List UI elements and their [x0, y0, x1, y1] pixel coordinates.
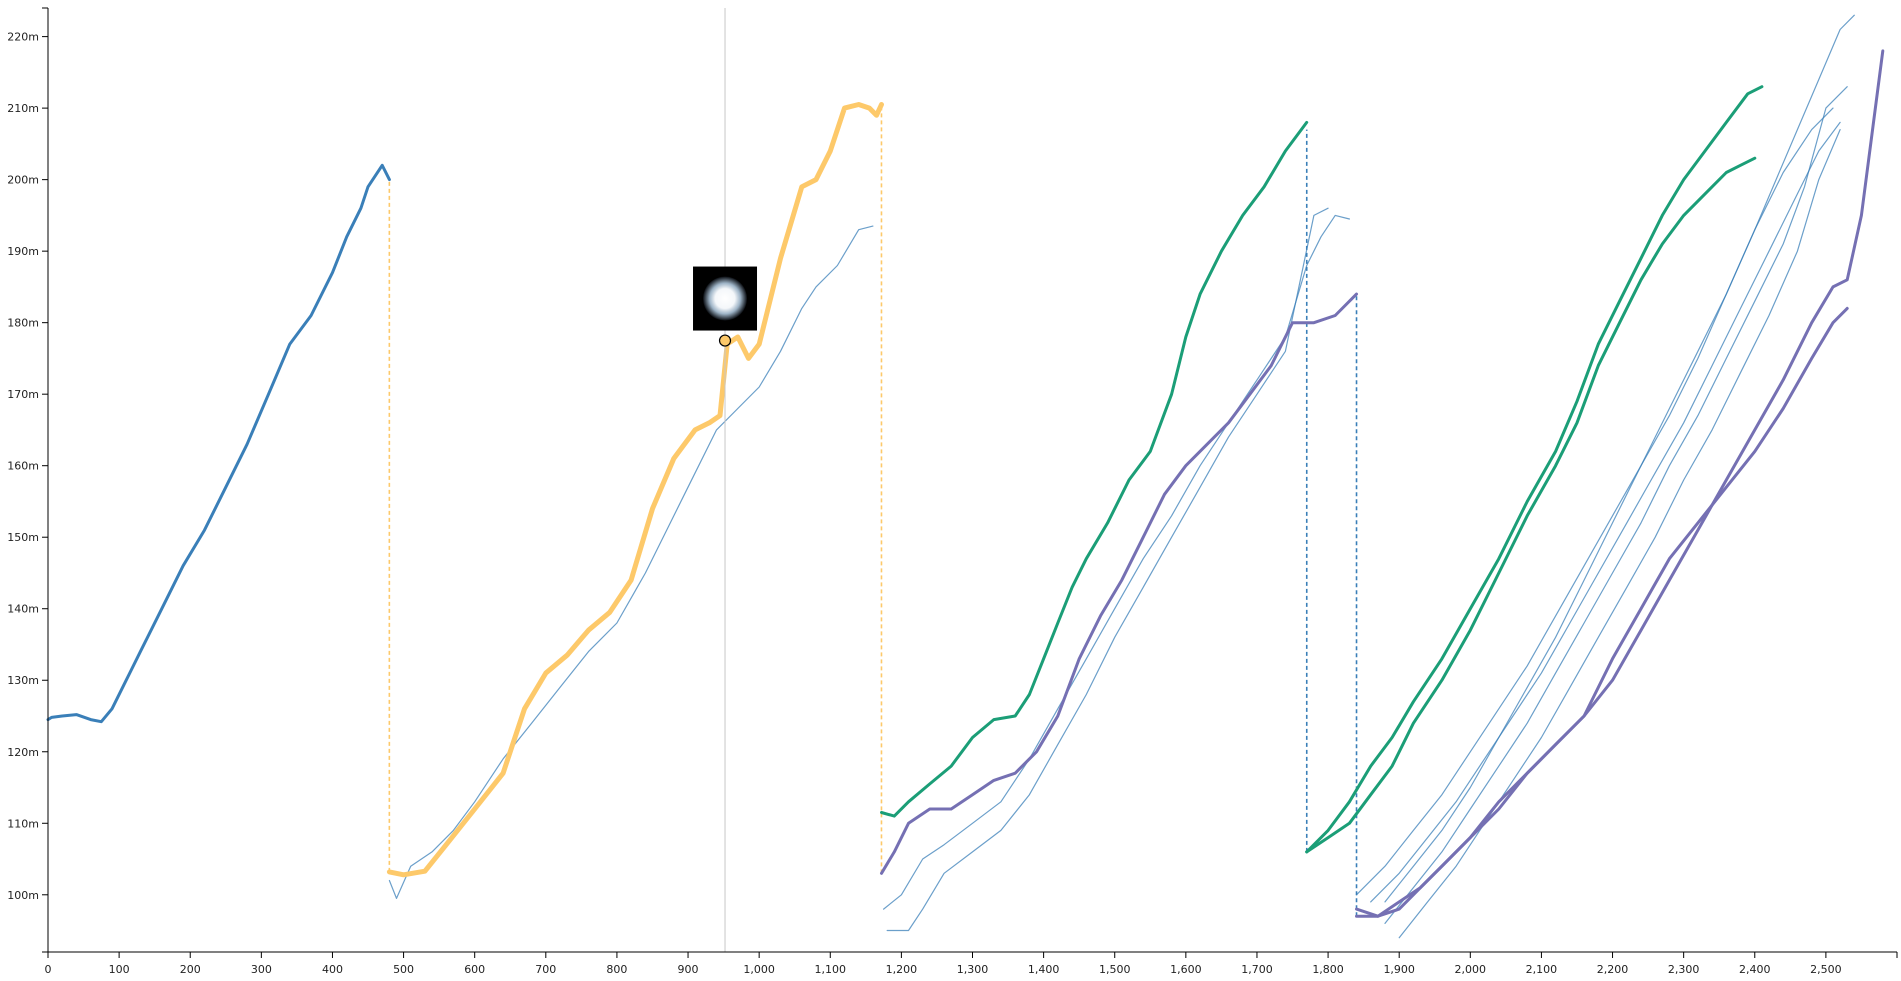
y-tick-label: 130m: [7, 674, 39, 687]
y-tick-label: 140m: [7, 603, 39, 616]
x-tick-label: 300: [251, 963, 272, 976]
series-line-0[interactable]: [46, 163, 391, 724]
x-tick-label: 700: [535, 963, 556, 976]
y-tick-label: 150m: [7, 531, 39, 544]
x-tick-label: 2,400: [1739, 963, 1771, 976]
y-tick-label: 170m: [7, 388, 39, 401]
x-tick-label: 1,300: [957, 963, 989, 976]
series-line-14[interactable]: [1398, 129, 1841, 939]
x-tick-label: 100: [109, 963, 130, 976]
y-tick-label: 220m: [7, 31, 39, 44]
series-line-3[interactable]: [880, 120, 1309, 818]
series-line-12[interactable]: [1370, 121, 1841, 903]
x-tick-label: 2,000: [1455, 963, 1487, 976]
series-line-5[interactable]: [882, 214, 1351, 910]
x-tick-label: 2,300: [1668, 963, 1700, 976]
y-tick-label: 200m: [7, 174, 39, 187]
x-tick-label: 1,700: [1241, 963, 1273, 976]
series-line-6[interactable]: [886, 207, 1329, 932]
series-line-2[interactable]: [388, 225, 874, 900]
y-tick-label: 160m: [7, 460, 39, 473]
x-tick-label: 1,900: [1383, 963, 1415, 976]
dashed-connectors: [388, 104, 1358, 917]
x-tick-label: 1,800: [1312, 963, 1344, 976]
x-tick-label: 2,500: [1810, 963, 1842, 976]
series-line-11[interactable]: [1355, 107, 1834, 896]
series-line-1[interactable]: [386, 102, 884, 878]
series-line-8[interactable]: [1305, 85, 1764, 854]
x-tick-label: 800: [606, 963, 627, 976]
x-tick-label: 400: [322, 963, 343, 976]
x-tick-label: 1,400: [1028, 963, 1060, 976]
hover-point-marker[interactable]: [718, 334, 732, 347]
series-line-7[interactable]: [1305, 156, 1757, 854]
x-tick-label: 2,100: [1526, 963, 1558, 976]
x-tick-label: 1,200: [886, 963, 918, 976]
x-tick-label: 1,100: [815, 963, 847, 976]
y-tick-label: 100m: [7, 889, 39, 902]
y-axis: 100m 110m 120m 130m 140m 150m 160m 170m 180m 190m…: [7, 7, 49, 953]
x-tick-label: 2,200: [1597, 963, 1629, 976]
y-tick-label: 120m: [7, 746, 39, 759]
x-tick-label: 0: [45, 963, 52, 976]
hover-thumbnail: [693, 266, 758, 331]
x-tick-label: 1,600: [1170, 963, 1202, 976]
x-tick-label: 600: [464, 963, 485, 976]
y-tick-label: 210m: [7, 102, 39, 115]
series-line-13[interactable]: [1384, 86, 1848, 925]
x-tick-label: 900: [678, 963, 699, 976]
x-tick-label: 200: [180, 963, 201, 976]
thumbnail-blob: [703, 276, 748, 321]
x-tick-label: 1,500: [1099, 963, 1131, 976]
x-tick-label: 500: [393, 963, 414, 976]
series-layer: [46, 14, 1885, 939]
series-line-15[interactable]: [1384, 14, 1855, 903]
x-axis: 0 100 200 300 400 500 600 700 800 900 1,000 1,100 1,…: [45, 951, 1898, 976]
series-line-10[interactable]: [1355, 49, 1885, 918]
y-tick-label: 180m: [7, 317, 39, 330]
y-tick-label: 110m: [7, 817, 39, 830]
x-tick-label: 1,000: [743, 963, 775, 976]
y-tick-label: 190m: [7, 245, 39, 258]
series-line-4[interactable]: [880, 292, 1358, 875]
